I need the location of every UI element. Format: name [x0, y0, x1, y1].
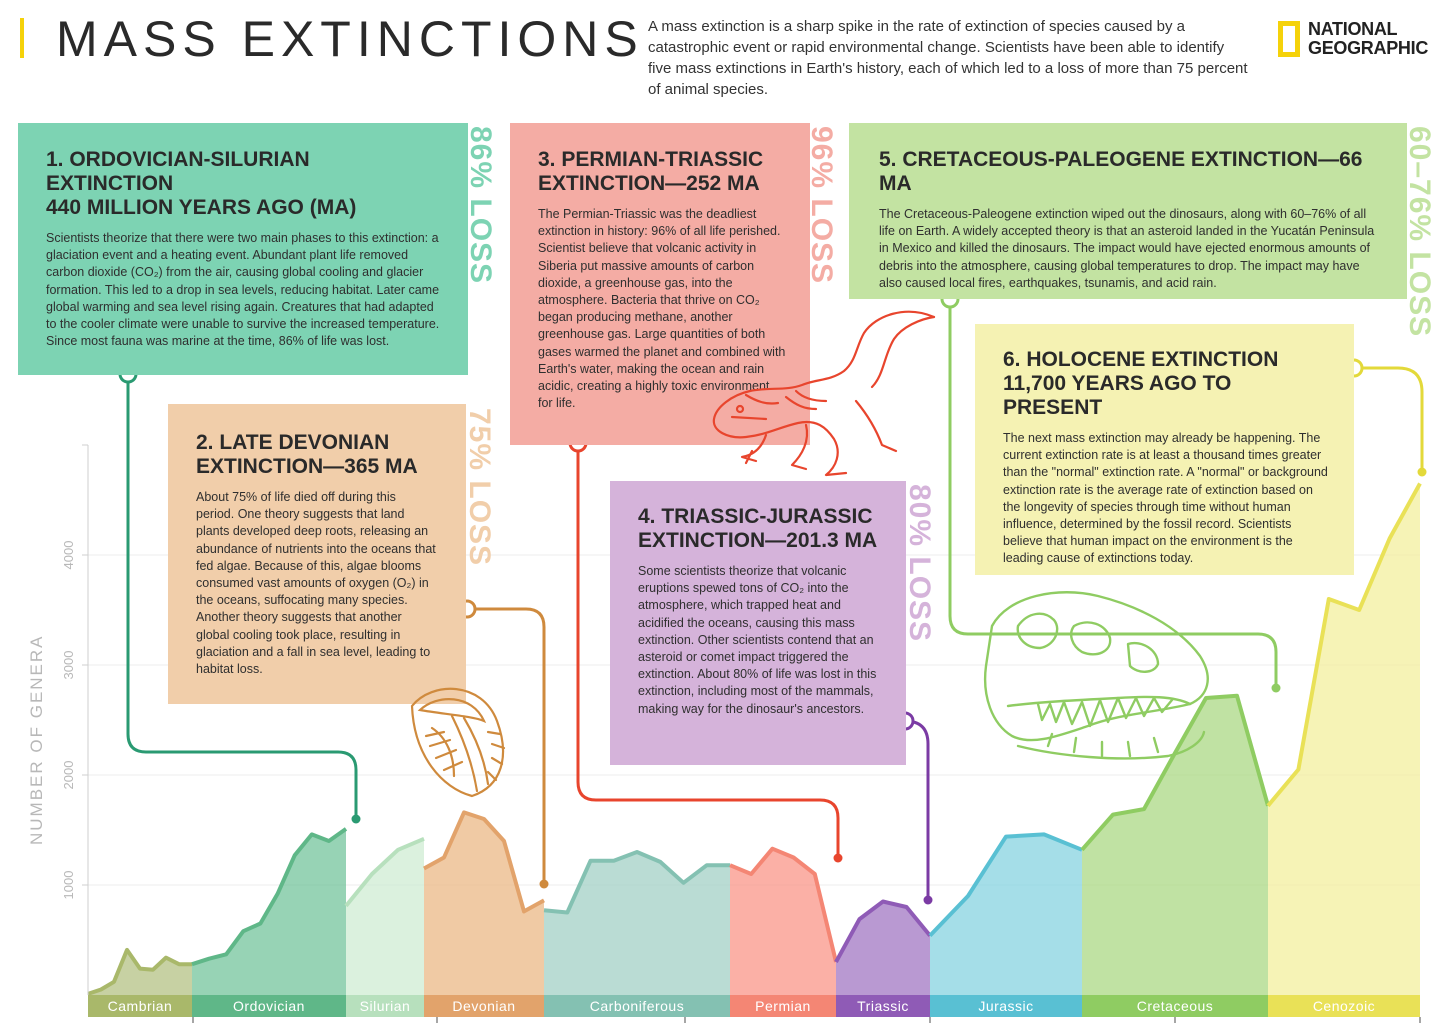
ordovician-body: Scientists theorize that there were two …: [46, 231, 440, 349]
dinosaur-skull-illustration: [984, 591, 1209, 760]
triassic-box: 4. TRIASSIC-JURASSIC EXTINCTION—201.3 MA…: [610, 481, 906, 765]
line-cenozoic: [1266, 482, 1422, 808]
devonian-box: 2. LATE DEVONIAN EXTINCTION—365 MA About…: [168, 404, 466, 704]
connector-line-2: [467, 607, 546, 884]
period-label-carboniferous: Carboniferous: [590, 998, 684, 1014]
y-axis-title: NUMBER OF GENERA: [27, 634, 46, 845]
period-band-carboniferous: [544, 995, 730, 1017]
permian-box: 3. PERMIAN-TRIASSIC EXTINCTION—252 MA Th…: [510, 123, 810, 445]
line-jurassic: [928, 832, 1083, 937]
period-label-ordovician: Ordovician: [233, 998, 305, 1014]
line-triassic: [834, 899, 932, 963]
period-label-cenozoic: Cenozoic: [1313, 998, 1375, 1014]
area-silurian: [346, 838, 424, 995]
y-tick-label: 4000: [61, 541, 76, 570]
connector-line-5: [948, 299, 1278, 688]
line-cambrian: [87, 947, 192, 996]
line-carboniferous: [543, 850, 730, 915]
line-silurian: [344, 836, 425, 908]
holocene-title: 6. HOLOCENE EXTINCTION 11,700 YEARS AGO …: [1003, 348, 1279, 419]
connector-end-dot-4: [923, 895, 933, 905]
period-label-cretaceous: Cretaceous: [1137, 998, 1214, 1014]
yellow-border-icon: [1278, 21, 1300, 57]
devonian-body: About 75% of life died off during this p…: [196, 490, 436, 677]
connector-end-dot-2: [539, 879, 549, 889]
y-tick-label: 3000: [61, 651, 76, 680]
area-jurassic: [930, 834, 1082, 995]
period-label-silurian: Silurian: [360, 998, 411, 1014]
cretaceous-loss: 60–76% LOSS: [1403, 126, 1436, 338]
period-band-cambrian: [88, 995, 192, 1017]
area-permian: [730, 848, 836, 995]
area-cenozoic: [1268, 483, 1420, 995]
natgeo-logo: NATIONAL GEOGRAPHIC: [1278, 20, 1428, 58]
line-permian: [729, 846, 838, 963]
logo-line-2: GEOGRAPHIC: [1308, 38, 1429, 58]
devonian-title: 2. LATE DEVONIAN EXTINCTION—365 MA: [196, 431, 418, 478]
period-label-jurassic: Jurassic: [978, 998, 1033, 1014]
lizard-illustration: [712, 310, 936, 477]
y-tick-label: 1000: [61, 871, 76, 900]
connector-end-dot-1: [351, 814, 361, 824]
logo-line-1: NATIONAL: [1308, 19, 1398, 39]
period-label-triassic: Triassic: [857, 998, 909, 1014]
triassic-title: 4. TRIASSIC-JURASSIC EXTINCTION—201.3 MA: [638, 505, 878, 552]
period-band-devonian: [424, 995, 544, 1017]
cretaceous-box: 5. CRETACEOUS-PALEOGENE EXTINCTION—66 MA…: [849, 123, 1407, 299]
period-band-jurassic: [930, 995, 1082, 1017]
connector-line-6: [1354, 366, 1424, 472]
area-carboniferous: [544, 852, 730, 995]
area-cretaceous: [1082, 695, 1268, 995]
area-triassic: [836, 901, 930, 995]
permian-title: 3. PERMIAN-TRIASSIC EXTINCTION—252 MA: [538, 148, 764, 195]
connector-end-dot-5: [1271, 683, 1281, 693]
connector-line-3: [576, 443, 840, 858]
y-tick-label: 2000: [61, 761, 76, 790]
period-band-silurian: [346, 995, 424, 1017]
period-band-ordovician: [192, 995, 346, 1017]
line-cretaceous: [1080, 693, 1270, 852]
trilobite-illustration: [410, 687, 506, 798]
period-band-cretaceous: [1082, 995, 1268, 1017]
connector-end-dot-6: [1417, 467, 1427, 477]
line-devonian: [423, 810, 545, 914]
period-band-permian: [730, 995, 836, 1017]
period-label-cambrian: Cambrian: [108, 998, 173, 1014]
intro-text: A mass extinction is a sharp spike in th…: [648, 18, 1248, 98]
period-band-triassic: [836, 995, 930, 1017]
holocene-box: 6. HOLOCENE EXTINCTION 11,700 YEARS AGO …: [975, 324, 1354, 575]
connector-end-dot-3: [833, 853, 843, 863]
devonian-loss: 75% LOSS: [463, 408, 496, 567]
period-label-permian: Permian: [755, 998, 811, 1014]
ordovician-title: 1. ORDOVICIAN-SILURIAN EXTINCTION 440 MI…: [46, 148, 357, 219]
cretaceous-title: 5. CRETACEOUS-PALEOGENE EXTINCTION—66 MA: [879, 148, 1363, 195]
permian-body: The Permian-Triassic was the deadliest e…: [538, 207, 786, 411]
line-ordovician: [191, 827, 348, 967]
triassic-loss: 80% LOSS: [903, 484, 936, 643]
ordovician-box: 1. ORDOVICIAN-SILURIAN EXTINCTION 440 MI…: [18, 123, 468, 375]
permian-loss: 96% LOSS: [805, 126, 838, 285]
area-devonian: [424, 812, 544, 995]
cretaceous-body: The Cretaceous-Paleogene extinction wipe…: [879, 207, 1375, 290]
period-label-devonian: Devonian: [452, 998, 515, 1014]
holocene-body: The next mass extinction may already be …: [1003, 431, 1328, 566]
connector-line-1: [126, 374, 358, 819]
title-accent-bar: [20, 18, 24, 58]
period-band-cenozoic: [1268, 995, 1420, 1017]
connector-line-4: [904, 719, 930, 900]
ordovician-loss: 86% LOSS: [464, 126, 497, 285]
triassic-body: Some scientists theorize that volcanic e…: [638, 564, 877, 716]
page-title: MASS EXTINCTIONS: [56, 11, 644, 67]
